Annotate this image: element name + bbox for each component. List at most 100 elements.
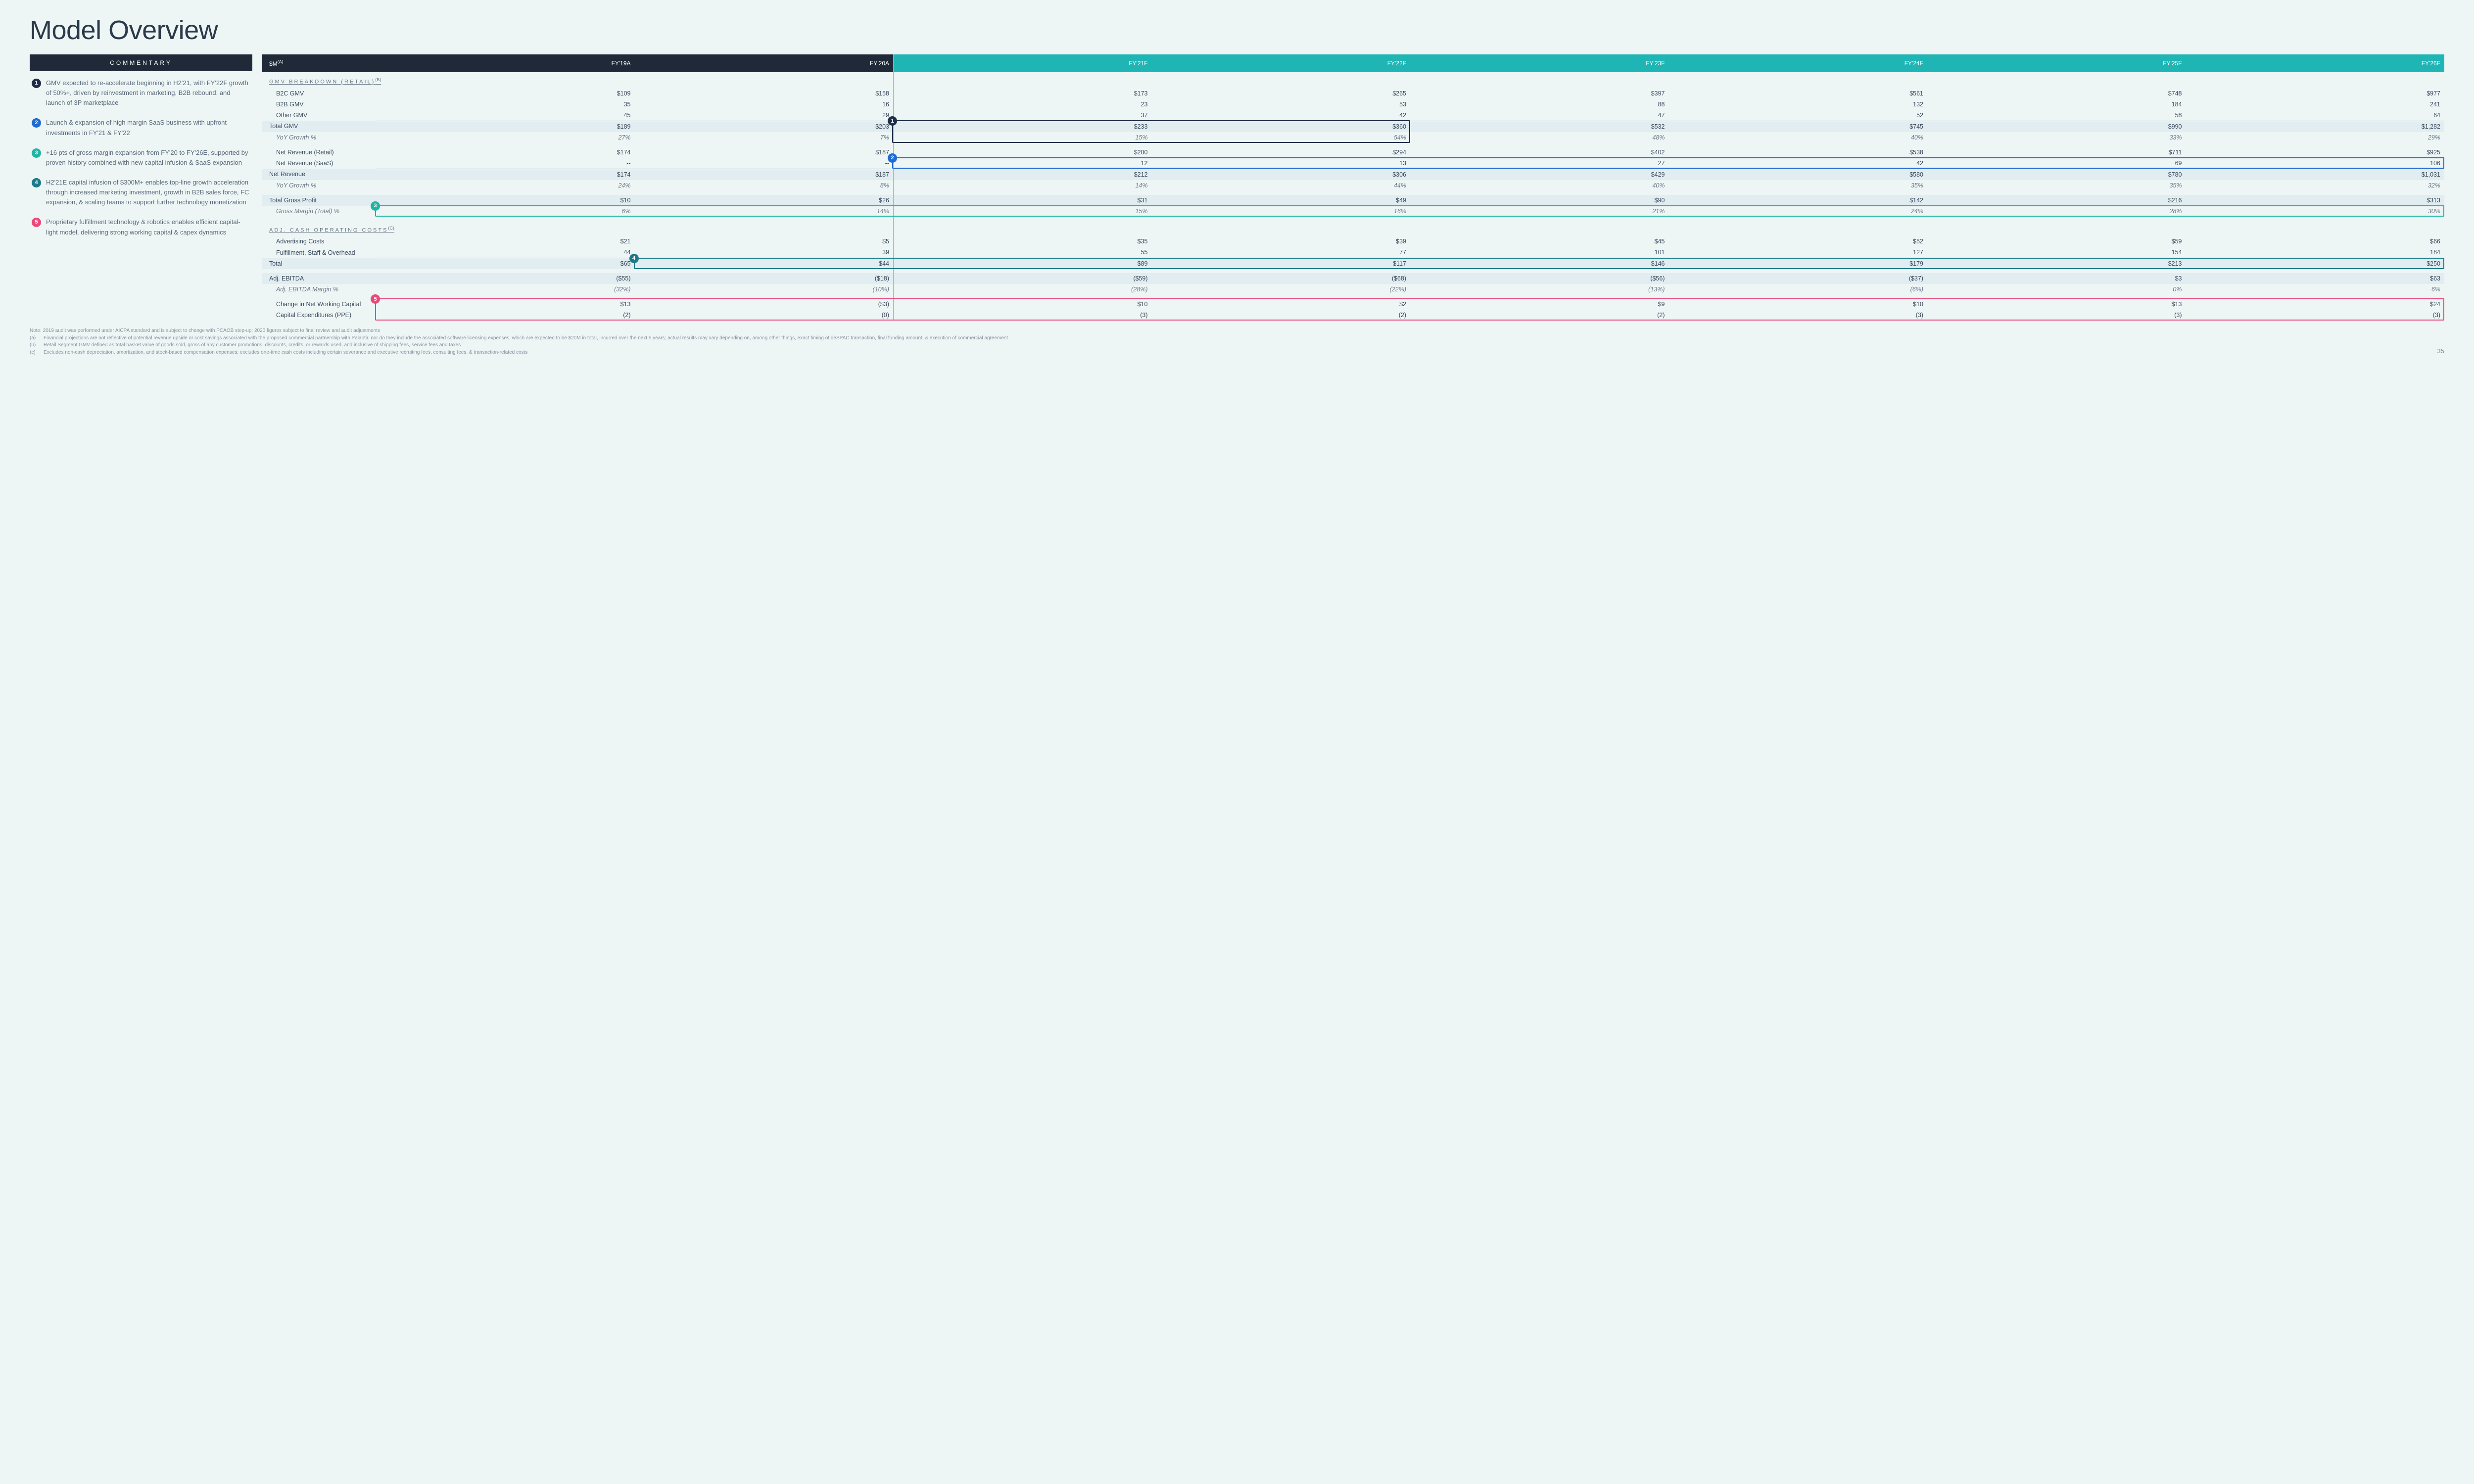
cell: 184: [1927, 99, 2186, 110]
cell: $250: [2186, 258, 2445, 270]
cell: $65: [376, 258, 635, 270]
cell: 8%: [635, 180, 894, 191]
table-row: [262, 217, 2444, 221]
cell: $174: [376, 147, 635, 158]
cell: $360: [1152, 121, 1411, 132]
cell: 6%: [2186, 284, 2445, 295]
cell: $63: [2186, 273, 2445, 284]
cell: $173: [893, 88, 1152, 99]
row-label: Advertising Costs: [262, 236, 376, 247]
cell: 48%: [1410, 132, 1669, 143]
cell: $24: [2186, 299, 2445, 310]
row-label: Adj. EBITDA: [262, 273, 376, 284]
cell: $187: [635, 169, 894, 180]
cell: $5: [635, 236, 894, 247]
row-label: Total GMV: [262, 121, 376, 132]
model-table: $M(A)FY'19AFY'20AFY'21FFY'22FFY'23FFY'24…: [262, 54, 2444, 321]
cell: (10%): [635, 284, 894, 295]
col-header: FY'23F: [1410, 54, 1669, 72]
table-row: Net Revenue (Retail)$174$187$200$294$402…: [262, 147, 2444, 158]
row-label: Total Gross Profit: [262, 195, 376, 206]
commentary-item: 3 +16 pts of gross margin expansion from …: [32, 148, 250, 168]
commentary-text: Proprietary fulfillment technology & rob…: [46, 217, 250, 237]
col-header: FY'20A: [635, 54, 894, 72]
footnote-item: (b)Retail Segment GMV defined as total b…: [30, 342, 2444, 349]
col-header: FY'26F: [2186, 54, 2445, 72]
cell: 58: [1927, 110, 2186, 121]
cell: 52: [1669, 110, 1928, 121]
col-header: FY'19A: [376, 54, 635, 72]
cell: $31: [893, 195, 1152, 206]
cell: $748: [1927, 88, 2186, 99]
highlight-badge: 4: [629, 254, 639, 263]
commentary-text: Launch & expansion of high margin SaaS b…: [46, 118, 250, 138]
cell: $52: [1669, 236, 1928, 247]
row-label: Other GMV: [262, 110, 376, 121]
row-label: Gross Margin (Total) %: [262, 206, 376, 217]
row-label: Adj. EBITDA Margin %: [262, 284, 376, 295]
cell: $745: [1669, 121, 1928, 132]
commentary-text: +16 pts of gross margin expansion from F…: [46, 148, 250, 168]
cell: $158: [635, 88, 894, 99]
cell: 35%: [1927, 180, 2186, 191]
row-label: Net Revenue (Retail): [262, 147, 376, 158]
cell: ($37): [1669, 273, 1928, 284]
footnote-tag: (a): [30, 335, 41, 342]
table-row: YoY Growth %27%7%15%54%48%40%33%29%: [262, 132, 2444, 143]
cell: $189: [376, 121, 635, 132]
row-label: Total: [262, 258, 376, 270]
cell: 64: [2186, 110, 2445, 121]
commentary-badge: 3: [32, 148, 41, 158]
footnote-item: (a)Financial projections are not reflect…: [30, 335, 2444, 342]
row-label: Capital Expenditures (PPE): [262, 310, 376, 321]
cell: 6%: [376, 206, 635, 217]
table-row: Change in Net Working Capital$13($3)$10$…: [262, 299, 2444, 310]
table-row: Total Gross Profit$10$26$31$49$90$142$21…: [262, 195, 2444, 206]
cell: 35%: [1669, 180, 1928, 191]
row-label: Net Revenue (SaaS): [262, 158, 376, 169]
page-title: Model Overview: [30, 15, 2444, 46]
cell: ($56): [1410, 273, 1669, 284]
section-label: GMV BREAKDOWN (RETAIL)(B): [262, 72, 2444, 88]
cell: (28%): [893, 284, 1152, 295]
cell: (22%): [1152, 284, 1411, 295]
row-label: Fulfillment, Staff & Overhead: [262, 247, 376, 258]
cell: 77: [1152, 247, 1411, 258]
cell: (3): [1669, 310, 1928, 321]
commentary-item: 4H2'21E capital infusion of $300M+ enabl…: [32, 178, 250, 207]
cell: $313: [2186, 195, 2445, 206]
cell: 106: [2186, 158, 2445, 169]
cell: 32%: [2186, 180, 2445, 191]
cell: $26: [635, 195, 894, 206]
cell: $233: [893, 121, 1152, 132]
cell: $580: [1669, 169, 1928, 180]
cell: $1,031: [2186, 169, 2445, 180]
cell: --: [376, 158, 635, 169]
footnote-tag: (c): [30, 349, 41, 357]
cell: 47: [1410, 110, 1669, 121]
cell: $45: [1410, 236, 1669, 247]
cell: (2): [1410, 310, 1669, 321]
cell: 29: [635, 110, 894, 121]
cell: (2): [1152, 310, 1411, 321]
footnote-tag: (b): [30, 342, 41, 349]
cell: 23: [893, 99, 1152, 110]
table-row: Fulfillment, Staff & Overhead44395577101…: [262, 247, 2444, 258]
cell: 33%: [1927, 132, 2186, 143]
commentary-badge: 5: [32, 218, 41, 227]
col-header: FY'22F: [1152, 54, 1411, 72]
cell: 40%: [1669, 132, 1928, 143]
cell: (13%): [1410, 284, 1669, 295]
cell: 15%: [893, 132, 1152, 143]
cell: (6%): [1669, 284, 1928, 295]
cell: $990: [1927, 121, 2186, 132]
table-row: Capital Expenditures (PPE)(2)(0)(3)(2)(2…: [262, 310, 2444, 321]
cell: 127: [1669, 247, 1928, 258]
cell: 55: [893, 247, 1152, 258]
cell: $532: [1410, 121, 1669, 132]
cell: $44: [635, 258, 894, 270]
cell: 27%: [376, 132, 635, 143]
cell: $66: [2186, 236, 2445, 247]
cell: $10: [1669, 299, 1928, 310]
cell: $9: [1410, 299, 1669, 310]
